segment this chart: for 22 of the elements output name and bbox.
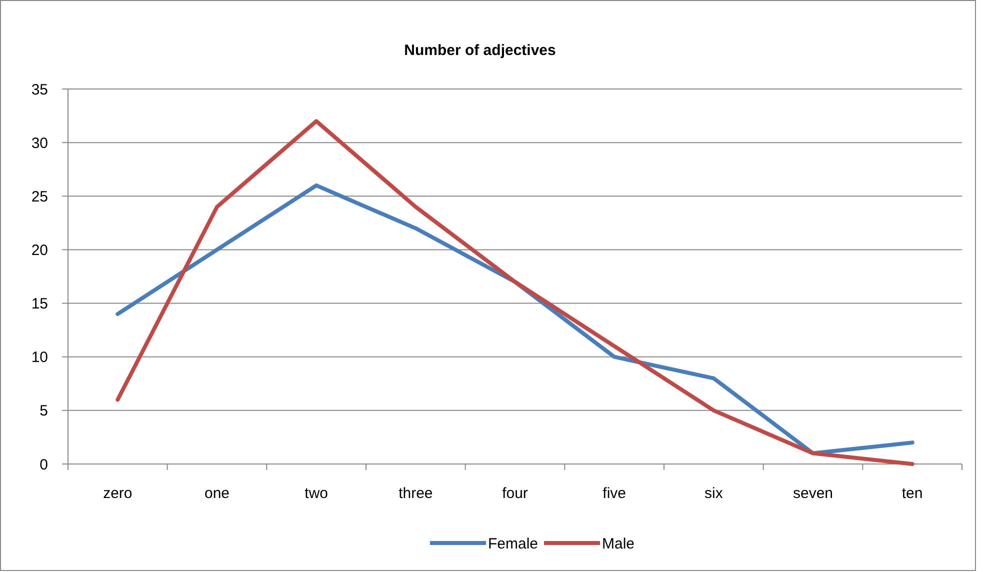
chart-title: Number of adjectives (404, 42, 556, 59)
y-tick-label: 20 (31, 242, 48, 259)
x-tick-label: four (502, 485, 528, 502)
x-tick-label: ten (902, 485, 923, 502)
y-tick-label: 15 (31, 296, 48, 313)
legend-label: Female (488, 535, 538, 552)
y-tick-label: 0 (40, 456, 48, 474)
line-series (116, 183, 914, 456)
legend-label: Male (602, 535, 635, 552)
y-tick-label: 10 (31, 349, 48, 366)
y-tick-label: 5 (40, 402, 48, 420)
x-tick-label: two (304, 485, 328, 502)
y-tick-label: 25 (31, 188, 48, 206)
x-tick-label: seven (792, 485, 834, 502)
x-tick-label: one (204, 485, 230, 502)
x-tick-label: six (704, 485, 724, 502)
y-tick-label: 35 (31, 81, 48, 98)
y-tick-label: 30 (31, 134, 48, 152)
x-tick-label: zero (103, 485, 132, 502)
x-tick-label: three (398, 485, 433, 502)
line-series (116, 119, 914, 466)
x-tick-label: five (602, 485, 626, 502)
